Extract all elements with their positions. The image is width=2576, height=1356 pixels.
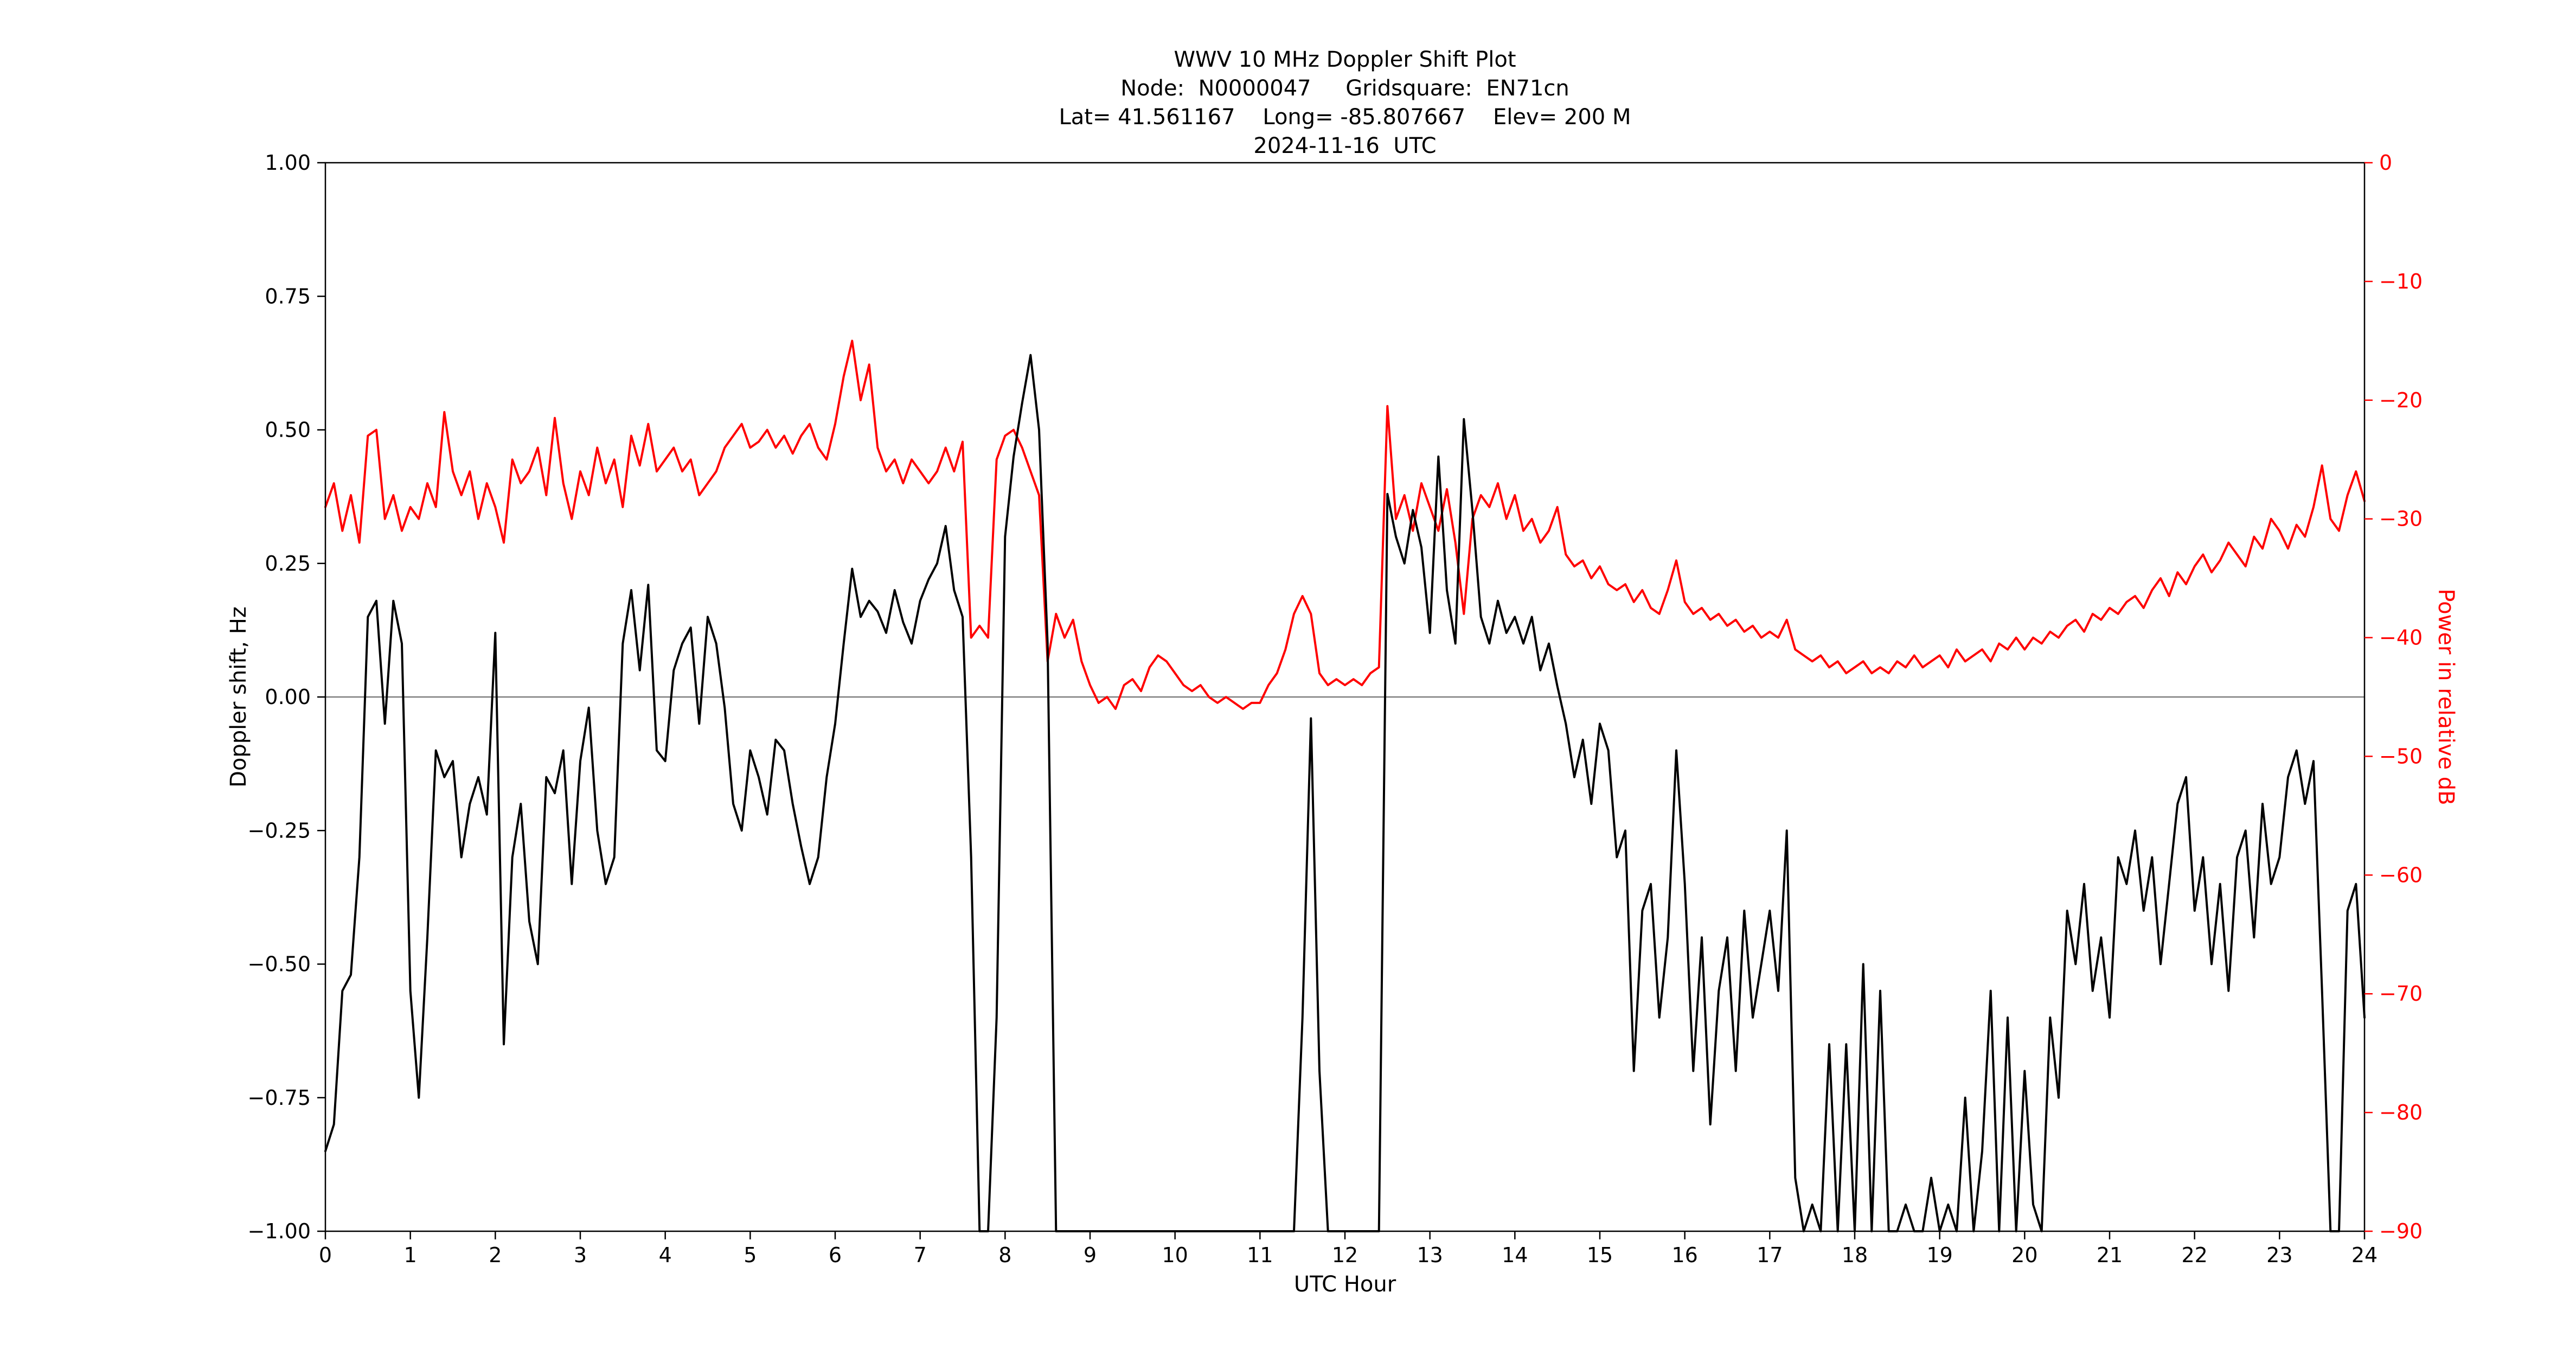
- x-tick-label: 5: [744, 1243, 757, 1267]
- x-tick-label: 20: [2011, 1243, 2037, 1267]
- x-tick-label: 7: [914, 1243, 927, 1267]
- y-right-tick-label: 0: [2379, 151, 2392, 175]
- x-tick-label: 11: [1247, 1243, 1273, 1267]
- power-series-line: [324, 340, 2366, 710]
- y-left-tick-label: 1.00: [265, 151, 311, 175]
- y-left-tick-label: −0.25: [248, 818, 311, 842]
- x-tick-label: 19: [1926, 1243, 1952, 1267]
- y-right-tick-label: −60: [2379, 863, 2423, 887]
- y-left-tick-label: −1.00: [248, 1219, 311, 1243]
- y-right-tick-label: −50: [2379, 744, 2423, 768]
- x-tick-label: 10: [1162, 1243, 1188, 1267]
- y-right-tick-label: −30: [2379, 507, 2423, 531]
- x-tick-label: 14: [1502, 1243, 1528, 1267]
- y-left-tick-label: −0.50: [248, 952, 311, 976]
- x-tick-label: 22: [2181, 1243, 2207, 1267]
- y-left-tick-label: 0.25: [265, 552, 311, 575]
- plot-subtitle-node: Node: N0000047 Gridsquare: EN71cn: [1120, 76, 1569, 101]
- x-tick-label: 4: [659, 1243, 672, 1267]
- x-tick-label: 2: [489, 1243, 502, 1267]
- title-block: WWV 10 MHz Doppler Shift Plot Node: N000…: [325, 46, 2364, 161]
- x-tick-label: 9: [1084, 1243, 1097, 1267]
- x-tick-label: 6: [829, 1243, 842, 1267]
- y-right-tick-label: −20: [2379, 388, 2423, 412]
- x-tick-label: 13: [1417, 1243, 1443, 1267]
- x-tick-label: 16: [1671, 1243, 1697, 1267]
- y-right-tick-label: −80: [2379, 1101, 2423, 1124]
- y-right-tick-label: −40: [2379, 626, 2423, 650]
- plot-title: WWV 10 MHz Doppler Shift Plot: [1174, 47, 1516, 72]
- x-tick-label: 17: [1757, 1243, 1783, 1267]
- x-tick-label: 1: [404, 1243, 417, 1267]
- x-tick-label: 8: [998, 1243, 1011, 1267]
- y-axis-label-left: Doppler shift, Hz: [226, 606, 251, 788]
- x-tick-label: 3: [574, 1243, 587, 1267]
- y-axis-label-right: Power in relative dB: [2433, 589, 2458, 805]
- y-left-tick-label: 0.75: [265, 284, 311, 308]
- x-axis-label: UTC Hour: [1293, 1272, 1396, 1297]
- x-tick-label: 0: [319, 1243, 332, 1267]
- doppler-series-line: [324, 354, 2366, 1232]
- x-tick-label: 21: [2097, 1243, 2123, 1267]
- y-left-tick-label: −0.75: [248, 1086, 311, 1110]
- x-tick-label: 23: [2266, 1243, 2292, 1267]
- y-left-tick-label: 0.50: [265, 418, 311, 442]
- x-tick-label: 18: [1842, 1243, 1868, 1267]
- plot-subtitle-date: 2024-11-16 UTC: [1253, 133, 1437, 158]
- y-left-tick-label: 0.00: [265, 685, 311, 709]
- x-tick-label: 24: [2351, 1243, 2378, 1267]
- plot-subtitle-location: Lat= 41.561167 Long= -85.807667 Elev= 20…: [1059, 105, 1631, 130]
- y-right-tick-label: −10: [2379, 270, 2423, 293]
- y-right-tick-label: −70: [2379, 982, 2423, 1006]
- x-tick-label: 15: [1587, 1243, 1613, 1267]
- x-tick-label: 12: [1332, 1243, 1358, 1267]
- y-right-tick-label: −90: [2379, 1219, 2423, 1243]
